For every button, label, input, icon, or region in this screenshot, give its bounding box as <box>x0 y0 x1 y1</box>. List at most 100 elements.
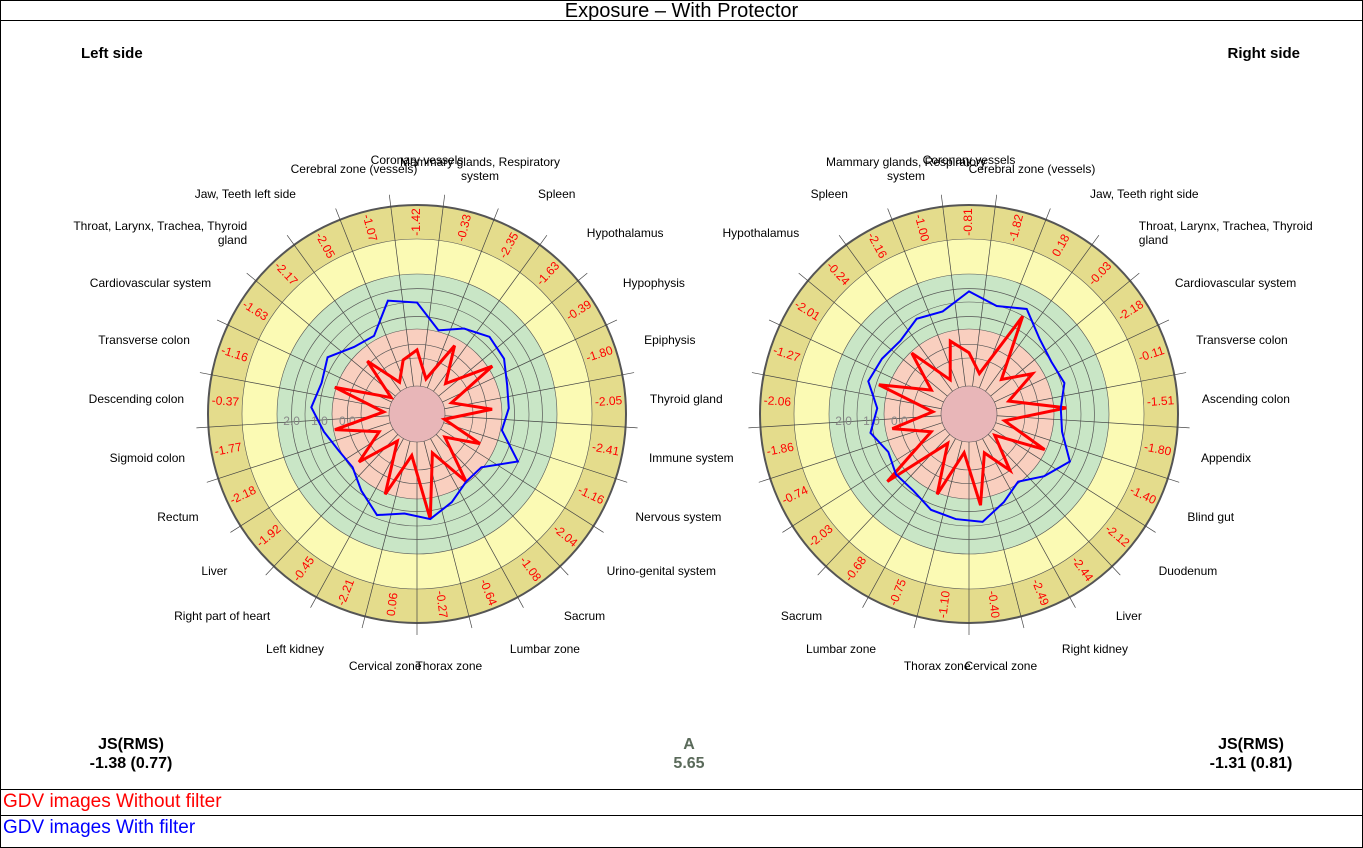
sector-value: -2.41 <box>591 440 621 459</box>
category-label: Ascending colon <box>1201 392 1290 407</box>
sector-line <box>206 422 391 483</box>
category-label: Lumbar zone <box>806 641 877 656</box>
sector-line <box>985 235 1100 392</box>
legend-row: GDV images With filter <box>1 815 1362 847</box>
band <box>389 386 445 442</box>
category-label: Urino-genital system <box>606 563 716 578</box>
sector-line <box>982 438 1076 608</box>
category-label: Thyroid gland <box>649 392 723 407</box>
series-line <box>310 299 520 521</box>
sector-line <box>435 434 569 576</box>
sector-line <box>992 428 1156 533</box>
sector-line <box>996 415 1190 429</box>
sector-line <box>420 194 446 387</box>
sector-line <box>440 428 604 533</box>
stat: JS(RMS) -1.31 (0.81) <box>1151 735 1351 773</box>
sector-value: -1.80 <box>1143 440 1173 459</box>
sector-line <box>433 235 548 392</box>
category-label: Right part of heart <box>174 609 271 624</box>
category-label: Hypothalamus <box>586 226 664 241</box>
sector-line <box>430 438 524 608</box>
sector-line <box>335 208 408 389</box>
category-label: Left kidney <box>266 641 325 656</box>
stat-value: -1.38 (0.77) <box>89 755 173 772</box>
sector-line <box>887 208 960 389</box>
category-label: Duodenum <box>1158 563 1218 578</box>
stat: JS(RMS) -1.38 (0.77) <box>31 735 231 773</box>
sector-value: -1.82 <box>1006 213 1026 243</box>
sector-line <box>987 434 1121 576</box>
sector-line <box>758 422 943 483</box>
sector-line <box>216 319 392 403</box>
right-heading: Right side <box>1227 45 1300 62</box>
category-label: Appendix <box>1200 451 1251 466</box>
sector-line <box>230 428 394 533</box>
category-label: Sacrum <box>563 609 606 624</box>
sector-line <box>444 415 638 429</box>
sector-value: 0.06 <box>384 592 401 617</box>
center-stat-label: A <box>683 736 695 753</box>
sector-line <box>443 422 628 483</box>
sector-value: -0.81 <box>961 208 975 236</box>
category-label: Spleen <box>538 186 576 201</box>
category-label: Sigmoid colon <box>109 451 186 466</box>
sector-line <box>426 208 499 389</box>
series-line <box>878 315 1067 506</box>
grid-circle <box>843 288 1095 540</box>
series-line <box>334 344 494 520</box>
sector-line <box>751 372 942 410</box>
category-label: Hypothalamus <box>722 226 800 241</box>
r-tick-label: 1.0 <box>863 414 880 428</box>
category-label: Cardiovascular system <box>1174 276 1297 291</box>
category-label: Liver <box>201 563 228 578</box>
category-label: Liver <box>1115 609 1142 624</box>
sector-line <box>199 372 390 410</box>
sector-value: -1.10 <box>935 590 952 619</box>
sector-value: -1.86 <box>765 440 795 459</box>
category-label: Cervical zone <box>348 658 422 673</box>
r-tick-label: 2.0 <box>835 414 852 428</box>
category-label: Cardiovascular system <box>89 276 212 291</box>
sector-line <box>444 372 635 410</box>
sector-value: -0.33 <box>454 213 474 243</box>
category-label: Mammary glands, Respiratory system <box>825 154 987 183</box>
sector-line <box>994 319 1170 403</box>
stat-value: -1.31 (0.81) <box>1209 755 1293 772</box>
sector-value: -2.05 <box>594 393 623 409</box>
category-label: Jaw, Teeth left side <box>194 186 296 201</box>
legend-row: GDV images Without filter <box>1 789 1362 815</box>
sector-line <box>442 319 618 403</box>
sector-line <box>246 272 396 397</box>
band <box>941 386 997 442</box>
sector-value: -1.00 <box>912 213 932 243</box>
left-heading: Left side <box>81 45 143 62</box>
category-label: Descending colon <box>88 392 185 407</box>
category-label: Right kidney <box>1061 641 1128 656</box>
r-tick-label: 2.0 <box>283 414 300 428</box>
sector-line <box>995 422 1180 483</box>
title: Exposure – With Protector <box>1 1 1362 21</box>
sector-line <box>862 438 956 608</box>
sector-line <box>286 235 401 392</box>
category-label: Throat, Larynx, Trachea, Thyroid gland <box>73 219 248 248</box>
sector-value: -0.37 <box>211 393 240 409</box>
stat-label: JS(RMS) <box>1218 736 1284 753</box>
category-label: Transverse colon <box>1196 333 1288 348</box>
r-tick-label: 1.0 <box>311 414 328 428</box>
sector-value: -1.77 <box>213 440 243 459</box>
category-label: Mammary glands, Respiratory system <box>399 154 561 183</box>
category-label: Cerebral zone (vessels) <box>290 161 418 176</box>
grid-circle <box>291 288 543 540</box>
sector-line <box>748 415 942 429</box>
category-label: Coronary vessels <box>922 153 1016 167</box>
sector-line <box>196 415 390 429</box>
sector-value: -0.27 <box>433 590 450 619</box>
stat-label: JS(RMS) <box>98 736 164 753</box>
center-stat-value: 5.65 <box>673 755 705 772</box>
category-label: Cervical zone <box>964 658 1038 673</box>
category-label: Hypophysis <box>622 276 685 291</box>
category-label: Thorax zone <box>903 658 971 673</box>
category-label: Transverse colon <box>98 333 190 348</box>
